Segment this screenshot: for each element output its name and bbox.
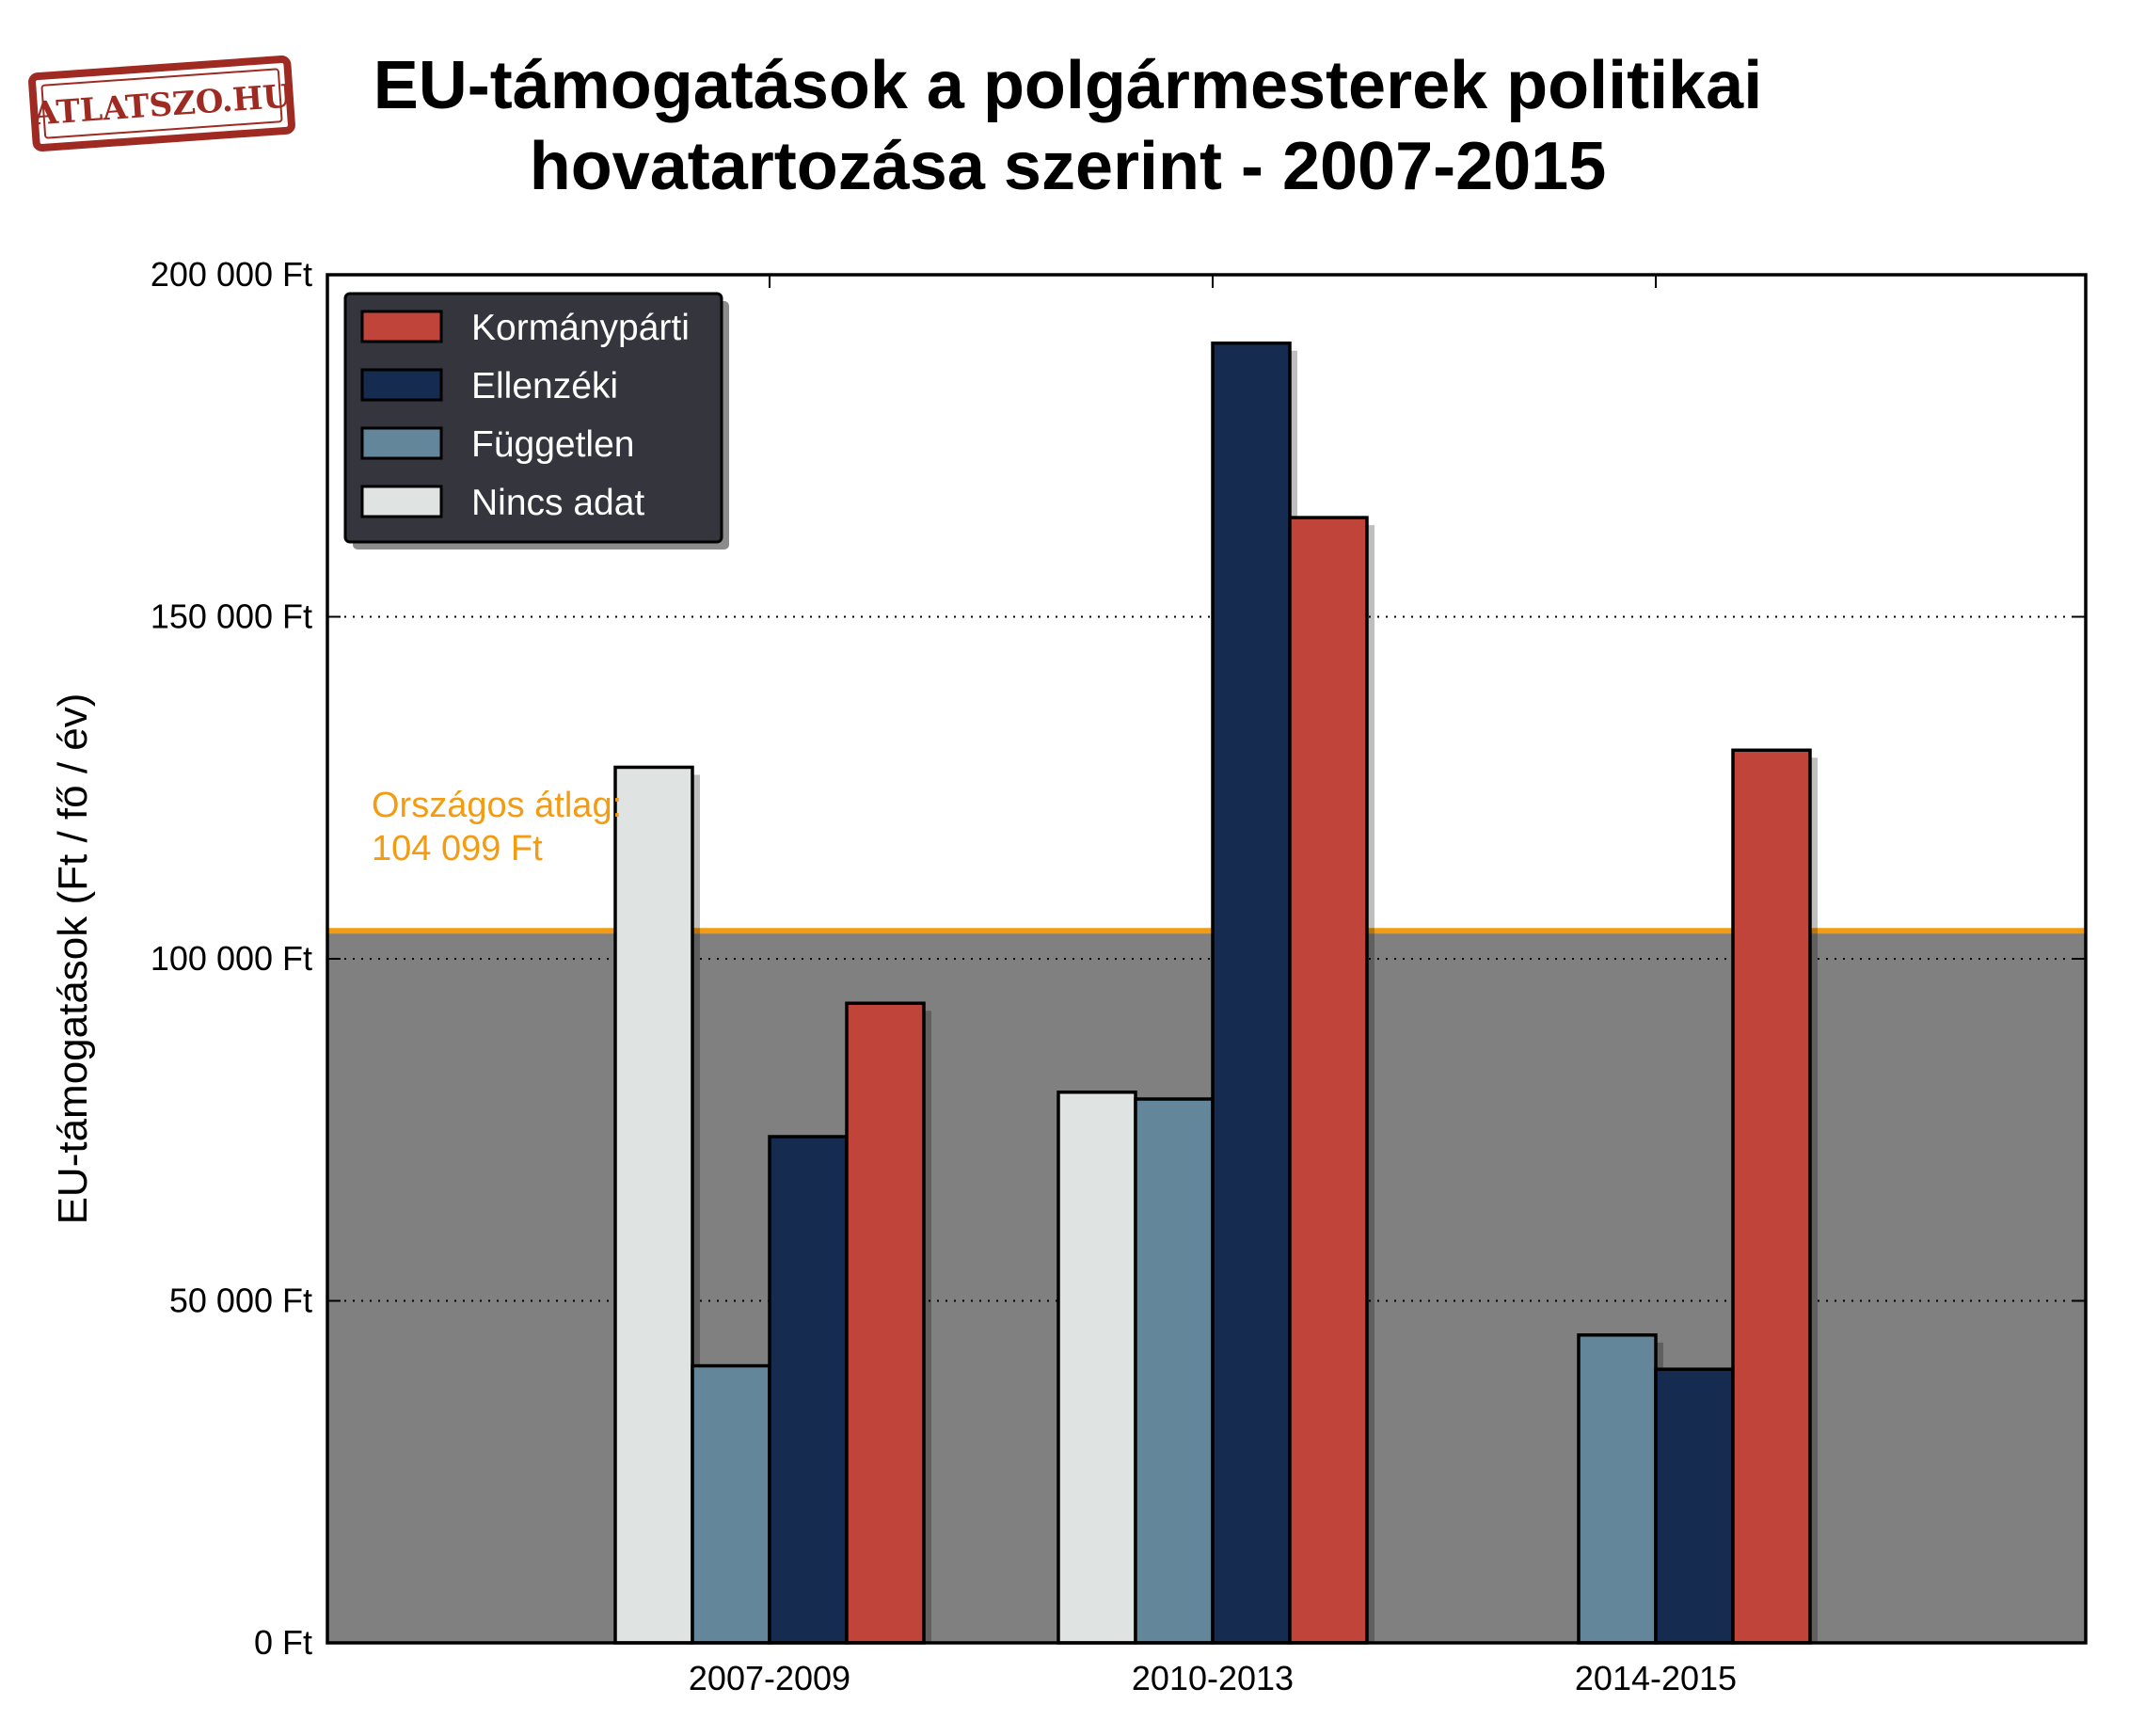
y-tick-label: 150 000 Ft (151, 597, 312, 636)
legend-label: Kormánypárti (471, 308, 690, 348)
chart-title-line-2: hovatartozása szerint - 2007-2015 (529, 129, 1607, 204)
bar (691, 1363, 771, 1645)
bar (1057, 1091, 1137, 1645)
legend-swatch (360, 485, 443, 518)
legend-box (343, 292, 723, 544)
legend-label: Ellenzéki (471, 366, 618, 406)
bar (613, 765, 694, 1645)
bar (1134, 1097, 1215, 1645)
national-average-value: 104 099 Ft (372, 829, 543, 868)
atlatszo-logo: ATLATSZO.HU (28, 56, 295, 151)
bar (1654, 1367, 1735, 1645)
y-tick-label: 50 000 Ft (169, 1282, 312, 1320)
legend-swatch (360, 368, 443, 402)
legend-swatch (360, 426, 443, 460)
bar (1211, 341, 1292, 1645)
bar (845, 1001, 926, 1645)
bar (768, 1135, 849, 1645)
bar (1731, 748, 1812, 1645)
chart-title-line-1: EU-támogatások a polgármesterek politika… (373, 48, 1763, 123)
chart-title: EU-támogatások a polgármesterek politika… (254, 45, 1882, 207)
legend-label: Független (471, 424, 634, 465)
y-tick-label: 0 Ft (254, 1623, 312, 1662)
bar (1288, 516, 1369, 1645)
x-tick-label: 2007-2009 (689, 1659, 850, 1697)
legend-label: Nincs adat (471, 483, 644, 523)
y-tick-label: 200 000 Ft (151, 255, 312, 294)
national-average-label: Országos átlag: (372, 786, 622, 825)
legend-swatch (360, 310, 443, 343)
y-tick-label: 100 000 Ft (151, 939, 312, 978)
x-tick-label: 2010-2013 (1132, 1659, 1294, 1697)
bar (1577, 1333, 1658, 1645)
y-axis-label: EU-támogatások (Ft / fő / év) (50, 693, 96, 1225)
x-tick-label: 2014-2015 (1575, 1659, 1737, 1697)
